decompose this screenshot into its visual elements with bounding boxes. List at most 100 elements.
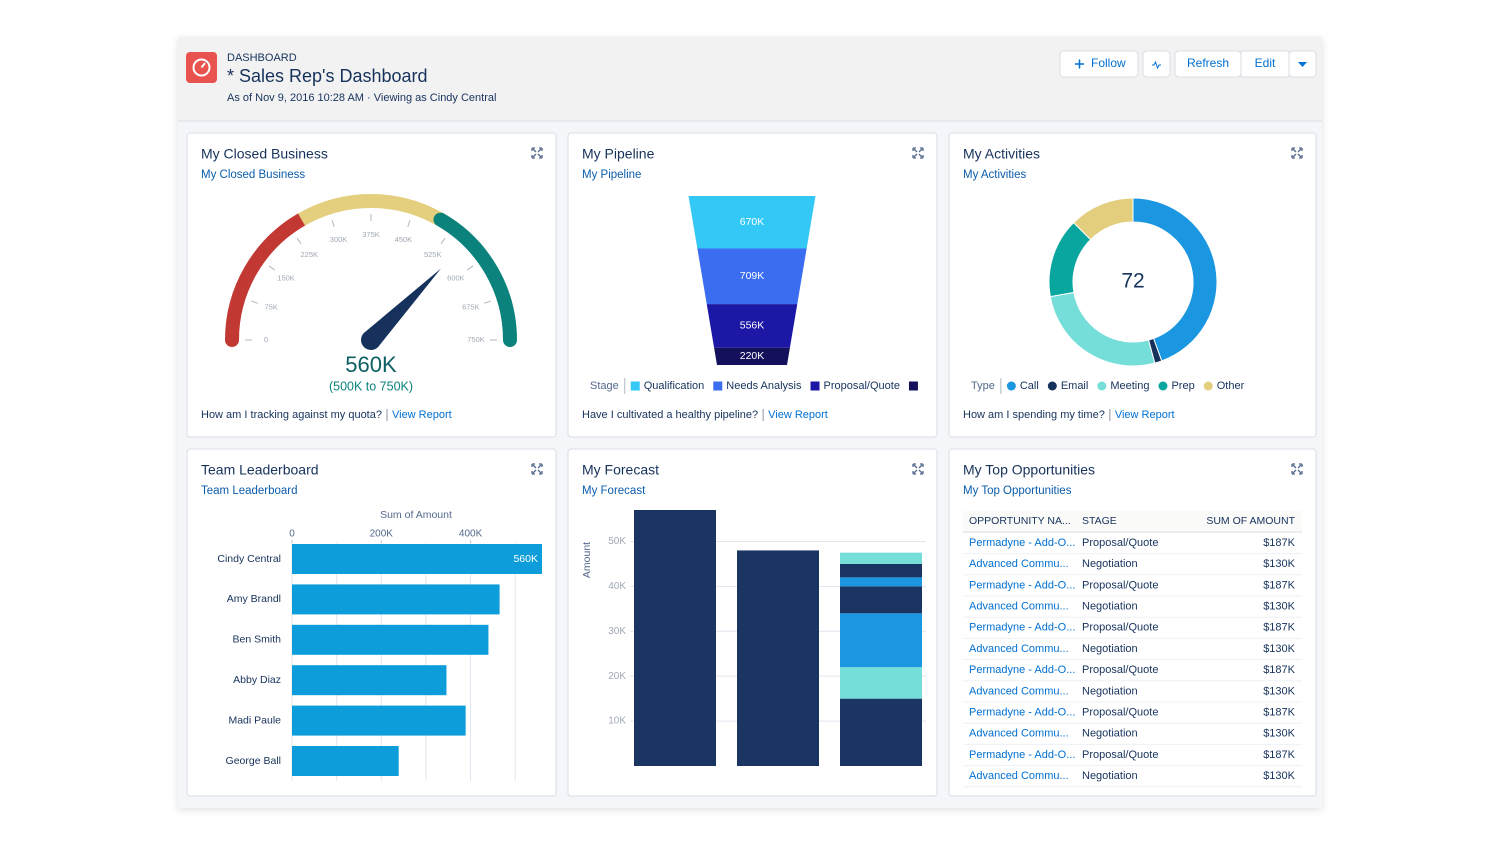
table-cell: $187K [1263, 749, 1295, 761]
edit-button[interactable]: Edit [1241, 51, 1289, 77]
bar [292, 584, 500, 614]
column-header[interactable]: STAGE [1082, 515, 1117, 527]
view-report-link[interactable]: View Report [768, 409, 828, 421]
legend-swatch [811, 382, 820, 391]
table-cell: Negotiation [1082, 728, 1138, 740]
column-header[interactable]: SUM OF AMOUNT [1206, 515, 1295, 527]
table-cell: Proposal/Quote [1082, 622, 1158, 634]
follow-button[interactable]: Follow [1060, 51, 1138, 77]
opportunity-link[interactable]: Permadyne - Add-O... [969, 749, 1075, 761]
opportunity-link[interactable]: Advanced Commu... [969, 728, 1069, 740]
x-tick-label: 400K [459, 529, 483, 540]
y-tick-label: Cindy Central [217, 553, 281, 565]
gauge-tick-label: 750K [467, 335, 485, 344]
opportunity-link[interactable]: Permadyne - Add-O... [969, 537, 1075, 549]
opportunity-link[interactable]: Advanced Commu... [969, 770, 1069, 782]
table-cell: $130K [1263, 601, 1295, 613]
y-tick-label: 30K [608, 626, 626, 637]
widget-panel [187, 449, 556, 796]
funnel-label: 670K [740, 216, 765, 228]
table-cell: Proposal/Quote [1082, 579, 1158, 591]
gauge-tick-label: 675K [462, 303, 480, 312]
table-cell: $130K [1263, 728, 1295, 740]
opportunity-link[interactable]: Permadyne - Add-O... [969, 707, 1075, 719]
table-cell: Proposal/Quote [1082, 537, 1158, 549]
bar-value-label: 560K [513, 553, 538, 565]
gauge-tick-label: 375K [362, 230, 380, 239]
opportunity-link[interactable]: Advanced Commu... [969, 685, 1069, 697]
legend-swatch [1097, 382, 1106, 391]
table-cell: Proposal/Quote [1082, 664, 1158, 676]
header-label: DASHBOARD [227, 52, 297, 64]
column-header[interactable]: OPPORTUNITY NA... [969, 515, 1071, 527]
gauge-tick-label: 525K [424, 250, 442, 259]
legend-swatch [1048, 382, 1057, 391]
refresh-button[interactable]: Refresh [1175, 51, 1241, 77]
widget-title: My Forecast [582, 462, 659, 478]
legend-label: Email [1061, 380, 1089, 392]
gauge-range: (500K to 750K) [329, 379, 413, 393]
widget-subtitle: Team Leaderboard [201, 485, 298, 497]
y-tick-label: 40K [608, 581, 626, 592]
y-tick-label: 20K [608, 671, 626, 682]
legend-swatch [909, 382, 918, 391]
widget-subtitle: My Closed Business [201, 169, 305, 181]
activity-button[interactable] [1143, 51, 1170, 77]
widget-question: How am I spending my time? [963, 409, 1105, 421]
legend-swatch [631, 382, 640, 391]
bar [292, 746, 399, 776]
bar-segment [840, 577, 922, 586]
follow-button-label[interactable]: Follow [1091, 56, 1126, 70]
funnel-label: 556K [740, 320, 765, 332]
x-tick-label: 200K [370, 529, 394, 540]
widget-subtitle: My Pipeline [582, 169, 641, 181]
bar [292, 665, 446, 695]
y-tick-label: George Ball [226, 755, 281, 767]
view-report-link[interactable]: View Report [1115, 409, 1175, 421]
widget-title: My Closed Business [201, 146, 328, 162]
bar-segment [840, 586, 922, 613]
gauge-tick-label: 150K [277, 273, 295, 282]
table-cell: Negotiation [1082, 643, 1138, 655]
refresh-button-label[interactable]: Refresh [1187, 56, 1229, 70]
legend-label: Prep [1171, 380, 1194, 392]
view-report-link[interactable]: View Report [392, 409, 452, 421]
legend-swatch [1158, 382, 1167, 391]
widget-question: How am I tracking against my quota? [201, 409, 382, 421]
table-cell: $187K [1263, 537, 1295, 549]
opportunity-link[interactable]: Permadyne - Add-O... [969, 664, 1075, 676]
opportunity-link[interactable]: Permadyne - Add-O... [969, 622, 1075, 634]
edit-button-label[interactable]: Edit [1255, 56, 1276, 70]
table-cell: Negotiation [1082, 770, 1138, 782]
widget-subtitle: My Top Opportunities [963, 485, 1072, 497]
y-tick-label: Ben Smith [233, 634, 282, 646]
gauge-tick-label: 75K [264, 303, 277, 312]
opportunity-link[interactable]: Permadyne - Add-O... [969, 579, 1075, 591]
table-cell: $187K [1263, 664, 1295, 676]
opportunity-link[interactable]: Advanced Commu... [969, 601, 1069, 613]
widget-title: Team Leaderboard [201, 462, 319, 478]
legend-label: Other [1217, 380, 1245, 392]
widget-title: My Top Opportunities [963, 462, 1095, 478]
opportunity-link[interactable]: Advanced Commu... [969, 558, 1069, 570]
bar [292, 706, 466, 736]
header-subtitle: As of Nov 9, 2016 10:28 AM · Viewing as … [227, 92, 496, 104]
bar-segment [840, 699, 922, 766]
table-cell: Negotiation [1082, 558, 1138, 570]
legend-swatch [1007, 382, 1016, 391]
opportunity-link[interactable]: Advanced Commu... [969, 643, 1069, 655]
legend-swatch [1204, 382, 1213, 391]
bar-segment [737, 550, 819, 766]
bar-segment [840, 564, 922, 577]
table-cell: Negotiation [1082, 685, 1138, 697]
table-cell: Proposal/Quote [1082, 707, 1158, 719]
widget-subtitle: My Activities [963, 169, 1027, 181]
bar-segment [634, 510, 716, 766]
menu-button[interactable] [1289, 51, 1316, 77]
donut-total: 72 [1121, 270, 1144, 293]
y-tick-label: Madi Paule [228, 714, 281, 726]
legend-label: Meeting [1110, 380, 1149, 392]
legend-label: Qualification [644, 380, 705, 392]
